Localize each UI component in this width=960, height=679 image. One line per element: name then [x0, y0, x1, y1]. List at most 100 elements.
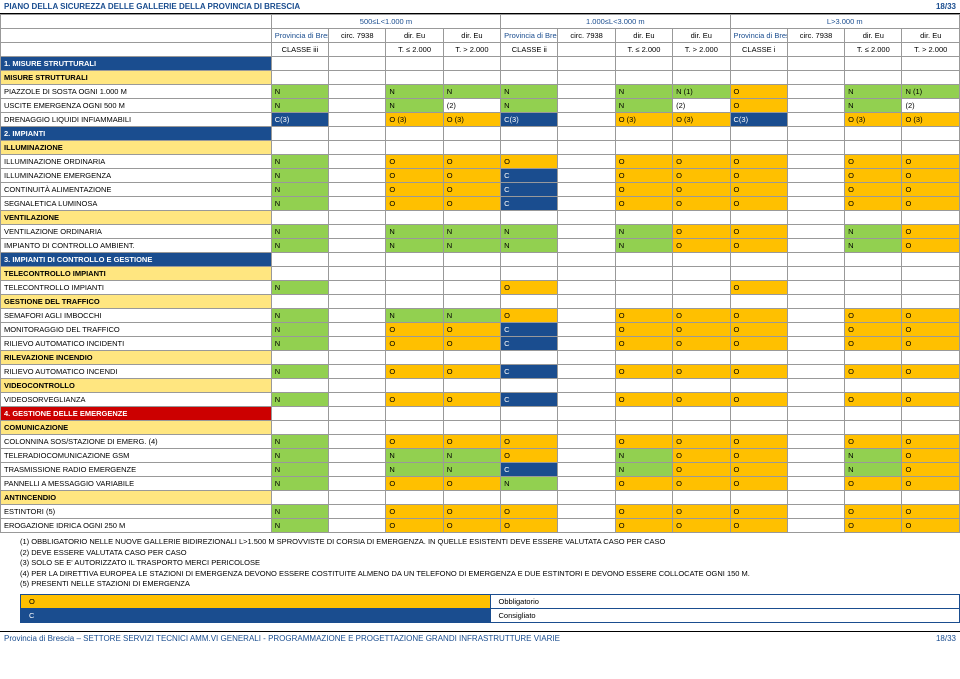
cell: O — [501, 519, 558, 533]
cell — [558, 239, 615, 253]
cell: N — [271, 99, 328, 113]
cell — [329, 505, 386, 519]
cell: O — [443, 155, 500, 169]
cell: O — [845, 505, 902, 519]
cell: O — [615, 519, 672, 533]
cell: O — [443, 505, 500, 519]
cell — [329, 169, 386, 183]
cell: O — [730, 449, 787, 463]
col-sub: dir. Eu — [386, 29, 443, 43]
cell: N — [845, 85, 902, 99]
row-label: TELERADIOCOMUNICAZIONE GSM — [1, 449, 272, 463]
cell — [615, 281, 672, 295]
row-label: DRENAGGIO LIQUIDI INFIAMMABILI — [1, 113, 272, 127]
cell: O — [902, 435, 960, 449]
cell: N — [271, 239, 328, 253]
col-sub: dir. Eu — [845, 29, 902, 43]
cell — [787, 519, 844, 533]
cell — [558, 435, 615, 449]
page-footer: Provincia di Brescia – SETTORE SERVIZI T… — [0, 631, 960, 645]
row-label: SEMAFORI AGLI IMBOCCHI — [1, 309, 272, 323]
cell — [787, 309, 844, 323]
cell: O — [902, 309, 960, 323]
cell: O — [673, 309, 730, 323]
header-title: PIANO DELLA SICUREZZA DELLE GALLERIE DEL… — [4, 2, 300, 11]
cell: N — [443, 85, 500, 99]
cell: O — [845, 309, 902, 323]
row-label: COLONNINA SOS/STAZIONE DI EMERG. (4) — [1, 435, 272, 449]
cell: O — [443, 435, 500, 449]
cell: N — [615, 85, 672, 99]
note: (4) PER LA DIRETTIVA EUROPEA LE STAZIONI… — [20, 569, 960, 580]
cell: O (3) — [673, 113, 730, 127]
section-label: COMUNICAZIONE — [1, 421, 272, 435]
cell: O — [902, 225, 960, 239]
cell: O — [386, 337, 443, 351]
cell: C — [501, 337, 558, 351]
cell: O — [845, 323, 902, 337]
cell — [787, 393, 844, 407]
cell: N — [443, 309, 500, 323]
cell — [558, 169, 615, 183]
cell — [329, 85, 386, 99]
cell: O — [730, 463, 787, 477]
cell: N — [845, 449, 902, 463]
cell — [558, 519, 615, 533]
cell: O — [902, 365, 960, 379]
cell: O — [386, 169, 443, 183]
cell — [329, 155, 386, 169]
cell — [787, 239, 844, 253]
section-label: RILEVAZIONE INCENDIO — [1, 351, 272, 365]
classe-t: T. > 2.000 — [673, 43, 730, 57]
cell: N — [615, 99, 672, 113]
col-sub: dir. Eu — [902, 29, 960, 43]
cell: O — [673, 449, 730, 463]
cell: N — [271, 505, 328, 519]
row-label: ILLUMINAZIONE EMERGENZA — [1, 169, 272, 183]
cell: O — [730, 85, 787, 99]
cell: C(3) — [271, 113, 328, 127]
row-label: CONTINUITÀ ALIMENTAZIONE — [1, 183, 272, 197]
footer-left: Provincia di Brescia – SETTORE SERVIZI T… — [4, 634, 560, 643]
cell: N — [845, 99, 902, 113]
cell — [787, 477, 844, 491]
cell: N — [615, 463, 672, 477]
cell: N — [501, 477, 558, 491]
cell: O — [443, 183, 500, 197]
section-label: VENTILAZIONE — [1, 211, 272, 225]
classe-t: T. ≤ 2.000 — [386, 43, 443, 57]
cell: O — [615, 155, 672, 169]
cell: O — [615, 183, 672, 197]
cell: N — [271, 225, 328, 239]
cell: O — [730, 239, 787, 253]
cell: O — [730, 99, 787, 113]
cell — [558, 337, 615, 351]
cell: N — [271, 85, 328, 99]
cell: O — [730, 309, 787, 323]
cell: N — [271, 183, 328, 197]
cell — [787, 449, 844, 463]
cell — [329, 435, 386, 449]
cell: O — [730, 225, 787, 239]
cell: O — [902, 183, 960, 197]
cell: O — [673, 519, 730, 533]
cell: O — [443, 393, 500, 407]
cell: O — [443, 169, 500, 183]
provincia-label: Provincia di Brescia — [271, 29, 328, 43]
col-sub: dir. Eu — [673, 29, 730, 43]
cell: O — [443, 197, 500, 211]
cell: N — [271, 337, 328, 351]
cell: O — [615, 393, 672, 407]
cell: O — [673, 197, 730, 211]
cell: (2) — [443, 99, 500, 113]
note: (1) OBBLIGATORIO NELLE NUOVE GALLERIE BI… — [20, 537, 960, 548]
cell: O — [730, 477, 787, 491]
cell: O — [673, 505, 730, 519]
classe-t: T. > 2.000 — [902, 43, 960, 57]
cell: (2) — [902, 99, 960, 113]
cell: O — [615, 309, 672, 323]
cell: O (3) — [615, 113, 672, 127]
cell: N — [501, 225, 558, 239]
cell — [558, 99, 615, 113]
notes: (1) OBBLIGATORIO NELLE NUOVE GALLERIE BI… — [0, 537, 960, 590]
